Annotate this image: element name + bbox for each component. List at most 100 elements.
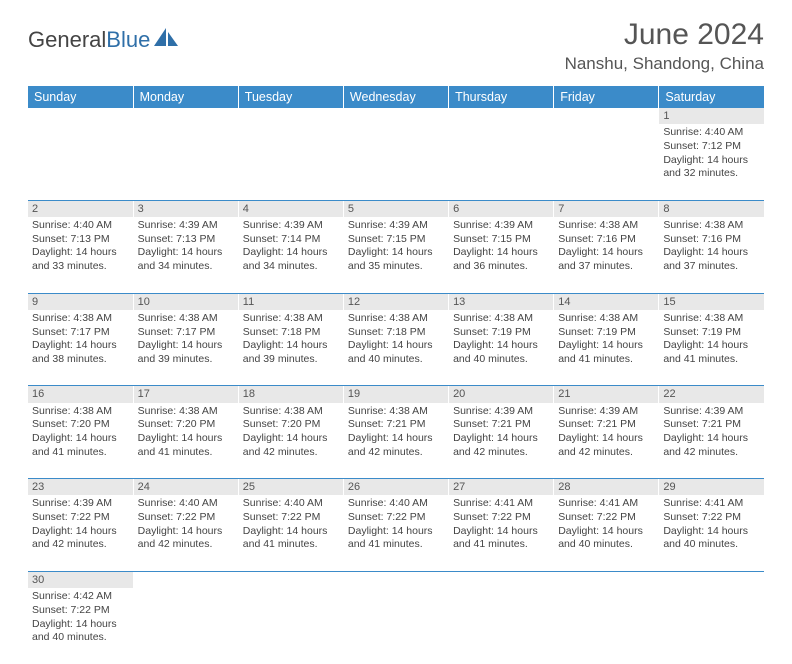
day-number-cell: 8 <box>659 200 764 217</box>
day-content-cell: Sunrise: 4:40 AMSunset: 7:22 PMDaylight:… <box>133 495 238 571</box>
logo-part2: Blue <box>106 27 150 52</box>
sunset-line: Sunset: 7:19 PM <box>453 326 549 340</box>
sunrise-line: Sunrise: 4:39 AM <box>138 219 234 233</box>
daylight-line: Daylight: 14 hours and 40 minutes. <box>453 339 549 366</box>
sunset-line: Sunset: 7:20 PM <box>243 418 339 432</box>
sunrise-line: Sunrise: 4:42 AM <box>32 590 129 604</box>
sunrise-line: Sunrise: 4:38 AM <box>138 312 234 326</box>
day-content-cell <box>238 124 343 200</box>
daylight-line: Daylight: 14 hours and 41 minutes. <box>348 525 444 552</box>
daylight-line: Daylight: 14 hours and 42 minutes. <box>558 432 654 459</box>
day-content-cell <box>238 588 343 664</box>
sunset-line: Sunset: 7:13 PM <box>32 233 129 247</box>
logo-text: GeneralBlue <box>28 27 150 53</box>
day-content-cell: Sunrise: 4:38 AMSunset: 7:17 PMDaylight:… <box>133 310 238 386</box>
day-header: Wednesday <box>343 86 448 108</box>
sunrise-line: Sunrise: 4:41 AM <box>663 497 760 511</box>
day-content-cell <box>449 124 554 200</box>
day-content-cell: Sunrise: 4:39 AMSunset: 7:21 PMDaylight:… <box>449 403 554 479</box>
day-number-cell: 22 <box>659 386 764 403</box>
sunset-line: Sunset: 7:14 PM <box>243 233 339 247</box>
sunrise-line: Sunrise: 4:39 AM <box>348 219 444 233</box>
sunrise-line: Sunrise: 4:38 AM <box>558 219 654 233</box>
sunrise-line: Sunrise: 4:39 AM <box>453 219 549 233</box>
day-content-cell: Sunrise: 4:40 AMSunset: 7:22 PMDaylight:… <box>238 495 343 571</box>
day-content-cell: Sunrise: 4:38 AMSunset: 7:16 PMDaylight:… <box>554 217 659 293</box>
sunrise-line: Sunrise: 4:39 AM <box>243 219 339 233</box>
sunset-line: Sunset: 7:19 PM <box>663 326 760 340</box>
daylight-line: Daylight: 14 hours and 35 minutes. <box>348 246 444 273</box>
day-number-cell: 3 <box>133 200 238 217</box>
calendar-header-row: SundayMondayTuesdayWednesdayThursdayFrid… <box>28 86 764 108</box>
sunset-line: Sunset: 7:21 PM <box>348 418 444 432</box>
day-number-cell <box>133 571 238 588</box>
daylight-line: Daylight: 14 hours and 37 minutes. <box>663 246 760 273</box>
day-number-cell: 17 <box>133 386 238 403</box>
day-number-cell: 20 <box>449 386 554 403</box>
day-content-cell <box>343 124 448 200</box>
day-number-cell <box>133 108 238 124</box>
day-content-cell <box>554 124 659 200</box>
day-content-cell <box>554 588 659 664</box>
sunset-line: Sunset: 7:18 PM <box>348 326 444 340</box>
sunset-line: Sunset: 7:15 PM <box>453 233 549 247</box>
day-content-cell: Sunrise: 4:38 AMSunset: 7:18 PMDaylight:… <box>343 310 448 386</box>
day-number-cell: 29 <box>659 479 764 496</box>
day-number-cell: 7 <box>554 200 659 217</box>
day-content-cell: Sunrise: 4:38 AMSunset: 7:19 PMDaylight:… <box>659 310 764 386</box>
daylight-line: Daylight: 14 hours and 42 minutes. <box>663 432 760 459</box>
day-content-cell: Sunrise: 4:40 AMSunset: 7:13 PMDaylight:… <box>28 217 133 293</box>
daylight-line: Daylight: 14 hours and 41 minutes. <box>138 432 234 459</box>
sunrise-line: Sunrise: 4:38 AM <box>663 312 760 326</box>
day-content-cell: Sunrise: 4:41 AMSunset: 7:22 PMDaylight:… <box>449 495 554 571</box>
daylight-line: Daylight: 14 hours and 32 minutes. <box>663 154 760 181</box>
sunset-line: Sunset: 7:21 PM <box>663 418 760 432</box>
day-content-cell: Sunrise: 4:39 AMSunset: 7:22 PMDaylight:… <box>28 495 133 571</box>
daylight-line: Daylight: 14 hours and 41 minutes. <box>558 339 654 366</box>
logo-part1: General <box>28 27 106 52</box>
sunset-line: Sunset: 7:17 PM <box>32 326 129 340</box>
sunset-line: Sunset: 7:12 PM <box>663 140 760 154</box>
content-row: Sunrise: 4:38 AMSunset: 7:17 PMDaylight:… <box>28 310 764 386</box>
sunset-line: Sunset: 7:16 PM <box>558 233 654 247</box>
content-row: Sunrise: 4:39 AMSunset: 7:22 PMDaylight:… <box>28 495 764 571</box>
sunrise-line: Sunrise: 4:39 AM <box>32 497 129 511</box>
daynum-row: 9101112131415 <box>28 293 764 310</box>
daylight-line: Daylight: 14 hours and 34 minutes. <box>138 246 234 273</box>
daylight-line: Daylight: 14 hours and 41 minutes. <box>32 432 129 459</box>
sunset-line: Sunset: 7:17 PM <box>138 326 234 340</box>
sunset-line: Sunset: 7:22 PM <box>663 511 760 525</box>
day-content-cell: Sunrise: 4:39 AMSunset: 7:15 PMDaylight:… <box>449 217 554 293</box>
daylight-line: Daylight: 14 hours and 40 minutes. <box>663 525 760 552</box>
day-content-cell <box>343 588 448 664</box>
day-content-cell: Sunrise: 4:41 AMSunset: 7:22 PMDaylight:… <box>659 495 764 571</box>
daylight-line: Daylight: 14 hours and 41 minutes. <box>663 339 760 366</box>
day-header: Friday <box>554 86 659 108</box>
sunrise-line: Sunrise: 4:40 AM <box>32 219 129 233</box>
sunset-line: Sunset: 7:16 PM <box>663 233 760 247</box>
sunrise-line: Sunrise: 4:40 AM <box>663 126 760 140</box>
content-row: Sunrise: 4:38 AMSunset: 7:20 PMDaylight:… <box>28 403 764 479</box>
day-number-cell: 5 <box>343 200 448 217</box>
day-number-cell: 9 <box>28 293 133 310</box>
location: Nanshu, Shandong, China <box>565 54 764 74</box>
day-header: Thursday <box>449 86 554 108</box>
day-header: Tuesday <box>238 86 343 108</box>
sunrise-line: Sunrise: 4:38 AM <box>243 312 339 326</box>
sunrise-line: Sunrise: 4:38 AM <box>558 312 654 326</box>
day-number-cell <box>343 108 448 124</box>
sunrise-line: Sunrise: 4:39 AM <box>558 405 654 419</box>
daylight-line: Daylight: 14 hours and 34 minutes. <box>243 246 339 273</box>
day-content-cell: Sunrise: 4:38 AMSunset: 7:20 PMDaylight:… <box>238 403 343 479</box>
day-content-cell: Sunrise: 4:39 AMSunset: 7:13 PMDaylight:… <box>133 217 238 293</box>
daynum-row: 1 <box>28 108 764 124</box>
day-content-cell: Sunrise: 4:38 AMSunset: 7:20 PMDaylight:… <box>28 403 133 479</box>
day-content-cell <box>133 588 238 664</box>
title-block: June 2024 Nanshu, Shandong, China <box>565 18 764 74</box>
daynum-row: 30 <box>28 571 764 588</box>
day-content-cell: Sunrise: 4:39 AMSunset: 7:21 PMDaylight:… <box>659 403 764 479</box>
sunrise-line: Sunrise: 4:41 AM <box>453 497 549 511</box>
sunset-line: Sunset: 7:21 PM <box>453 418 549 432</box>
day-content-cell: Sunrise: 4:38 AMSunset: 7:16 PMDaylight:… <box>659 217 764 293</box>
daynum-row: 23242526272829 <box>28 479 764 496</box>
